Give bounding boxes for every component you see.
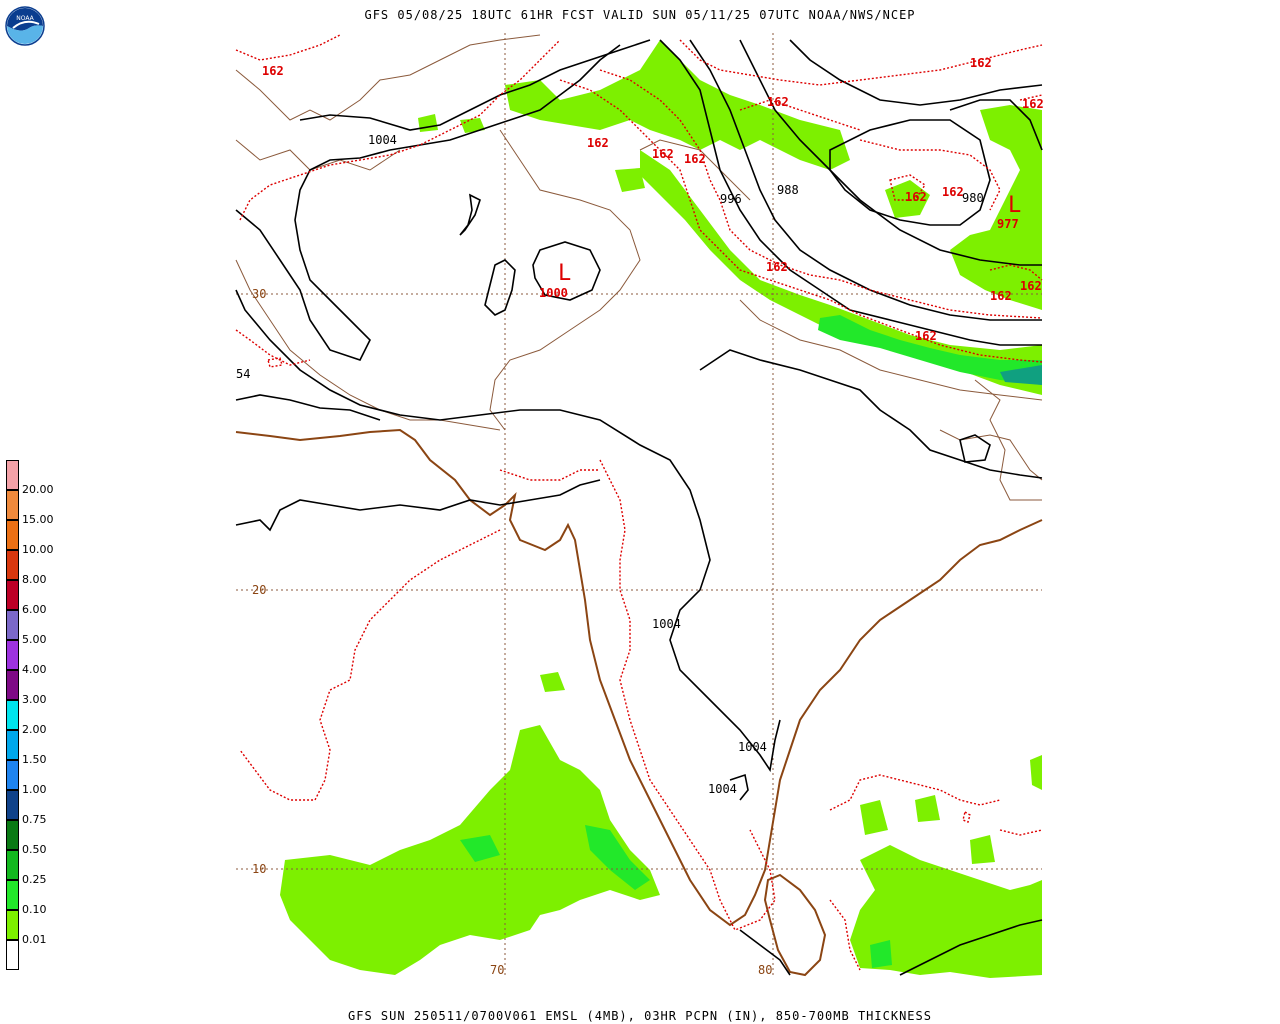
legend-label: 0.25 — [22, 873, 47, 886]
thickness-label: 162 — [262, 64, 284, 78]
legend-swatch — [6, 700, 19, 730]
thickness-label: 162 — [942, 185, 964, 199]
low-value: 977 — [997, 217, 1019, 231]
precip-mid-2 — [585, 825, 650, 890]
precip-small-3 — [460, 118, 485, 133]
legend-swatch — [6, 460, 19, 490]
precip-ne-2 — [885, 180, 930, 218]
lat-labels: 30 20 10 — [252, 287, 266, 876]
thickness-contours — [235, 34, 1043, 971]
legend-swatch — [6, 760, 19, 790]
thickness-label: 162 — [970, 56, 992, 70]
legend-label: 4.00 — [22, 663, 47, 676]
thickness-label: 162 — [684, 152, 706, 166]
thickness-label: 162 — [1020, 279, 1042, 293]
pressure-label: 980 — [962, 191, 984, 205]
legend-label: 6.00 — [22, 603, 47, 616]
precip-mid-4 — [870, 940, 892, 968]
legend-swatch — [6, 490, 19, 520]
pressure-label: 988 — [777, 183, 799, 197]
noaa-logo-icon: NOAA — [5, 6, 45, 46]
thickness-label: 162 — [1022, 97, 1044, 111]
legend-swatch — [6, 820, 19, 850]
thickness-label: 162 — [990, 289, 1012, 303]
precip-bay-5 — [1030, 755, 1042, 790]
pressure-label: 54 — [236, 367, 250, 381]
thickness-label: 162 — [767, 95, 789, 109]
lon-label-70: 70 — [490, 963, 504, 977]
lat-label-10: 10 — [252, 862, 266, 876]
precip-north-1 — [505, 40, 850, 170]
precip-teal — [1000, 365, 1042, 385]
precip-mid-3 — [818, 315, 1042, 385]
pressure-label: 1004 — [708, 782, 737, 796]
precip-bay-bengal — [850, 845, 1042, 978]
thickness-labels: 162 162 162 162 162 162 162 162 162 162 … — [262, 56, 1044, 343]
precip-bay-3 — [915, 795, 940, 822]
legend-label: 8.00 — [22, 573, 47, 586]
legend-swatch — [6, 790, 19, 820]
precip-small-2 — [418, 114, 438, 132]
thickness-label: 162 — [587, 136, 609, 150]
legend-label: 0.10 — [22, 903, 47, 916]
lat-label-20: 20 — [252, 583, 266, 597]
thickness-label: 162 — [766, 260, 788, 274]
legend-label: 15.00 — [22, 513, 54, 526]
low-value: 1000 — [539, 286, 568, 300]
legend-label: 10.00 — [22, 543, 54, 556]
legend-swatch — [6, 520, 19, 550]
precip-mid-1 — [460, 835, 500, 862]
legend-swatch — [6, 580, 19, 610]
legend-label: 0.01 — [22, 933, 47, 946]
bottom-title: GFS SUN 250511/0700V061 EMSL (4MB), 03HR… — [348, 1009, 932, 1023]
lat-label-30: 30 — [252, 287, 266, 301]
legend-swatch — [6, 670, 19, 700]
low-pressure-markers: L 1000 L 977 — [539, 193, 1021, 300]
political-borders — [235, 34, 1043, 501]
legend-label: 3.00 — [22, 693, 47, 706]
legend-label: 1.50 — [22, 753, 47, 766]
precip-arabian-small — [540, 672, 565, 692]
precip-small-1 — [615, 168, 645, 192]
legend-swatch — [6, 550, 19, 580]
pressure-label: 1004 — [368, 133, 397, 147]
legend-label: 1.00 — [22, 783, 47, 796]
legend-label: 5.00 — [22, 633, 47, 646]
noaa-logo-text: NOAA — [16, 15, 34, 22]
lon-label-80: 80 — [758, 963, 772, 977]
legend-swatch — [6, 880, 19, 910]
legend-label: 0.75 — [22, 813, 47, 826]
sri-lanka — [763, 873, 827, 977]
top-title: GFS 05/08/25 18UTC 61HR FCST VALID SUN 0… — [364, 8, 916, 22]
isobars — [235, 39, 1043, 976]
low-1000-contour — [532, 241, 601, 301]
lon-labels: 70 80 — [490, 963, 772, 977]
pressure-label: 1004 — [652, 617, 681, 631]
legend-swatch — [6, 730, 19, 760]
legend-swatch — [6, 610, 19, 640]
legend-swatch — [6, 940, 19, 970]
thickness-label: 162 — [905, 190, 927, 204]
legend-swatch — [6, 640, 19, 670]
low-symbol: L — [1008, 193, 1021, 218]
precip-bay-4 — [970, 835, 995, 864]
thickness-label: 162 — [915, 329, 937, 343]
low-symbol: L — [558, 261, 571, 286]
legend-label: 0.50 — [22, 843, 47, 856]
precip-bay-2 — [860, 800, 888, 835]
legend-label: 20.00 — [22, 483, 54, 496]
pressure-label: 996 — [720, 192, 742, 206]
pressure-labels: 1004 1004 1004 1004 996 988 980 54 — [236, 133, 984, 796]
precip-areas — [280, 40, 1042, 978]
legend-swatch — [6, 850, 19, 880]
pressure-label: 1004 — [738, 740, 767, 754]
legend-label: 2.00 — [22, 723, 47, 736]
coastline — [235, 428, 1043, 977]
legend-swatch — [6, 910, 19, 940]
thickness-label: 162 — [652, 147, 674, 161]
